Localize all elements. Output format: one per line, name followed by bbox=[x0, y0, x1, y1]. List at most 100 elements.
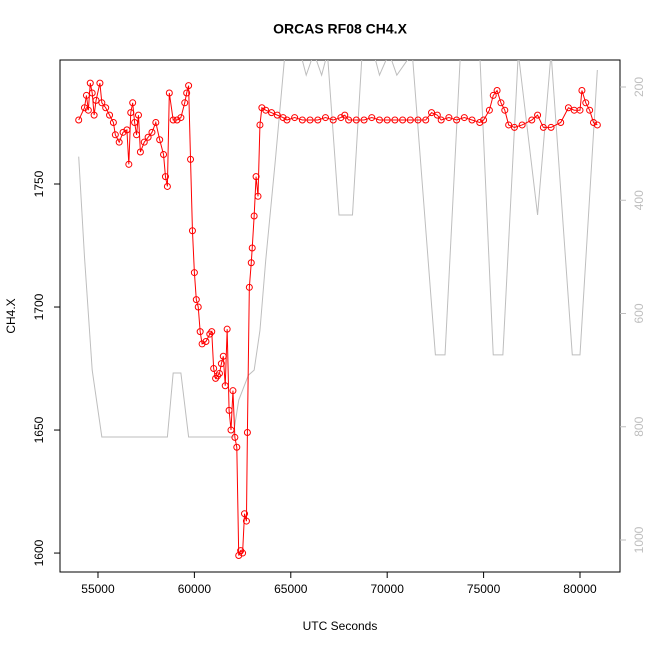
data-point bbox=[291, 114, 299, 122]
data-point bbox=[136, 148, 144, 156]
data-point bbox=[98, 99, 106, 107]
data-point bbox=[468, 116, 476, 124]
data-point bbox=[181, 99, 189, 107]
data-point bbox=[169, 116, 177, 124]
data-point bbox=[229, 387, 237, 395]
chart-title: ORCAS RF08 CH4.X bbox=[273, 21, 407, 37]
data-point bbox=[557, 118, 565, 126]
data-point bbox=[534, 111, 542, 119]
data-point bbox=[528, 116, 536, 124]
data-point bbox=[133, 131, 141, 139]
data-point bbox=[414, 116, 422, 124]
data-point bbox=[96, 79, 104, 87]
data-point bbox=[127, 109, 135, 117]
data-point bbox=[254, 192, 262, 200]
data-point bbox=[273, 111, 281, 119]
series-line bbox=[78, 60, 598, 438]
data-point bbox=[493, 87, 501, 95]
data-point bbox=[183, 89, 191, 97]
data-point bbox=[196, 328, 204, 336]
data-point bbox=[185, 82, 193, 90]
data-point bbox=[161, 173, 169, 181]
y-tick-label: 1600 bbox=[32, 539, 46, 566]
y2-tick-label: 600 bbox=[632, 303, 646, 323]
plot-area bbox=[75, 60, 601, 560]
data-point bbox=[268, 109, 276, 117]
data-point bbox=[375, 116, 383, 124]
data-point bbox=[399, 116, 407, 124]
data-point bbox=[576, 106, 584, 114]
data-point bbox=[194, 303, 202, 311]
plot-box bbox=[59, 59, 621, 573]
data-point bbox=[593, 121, 601, 129]
data-point bbox=[215, 369, 223, 377]
data-point bbox=[140, 138, 148, 146]
data-point bbox=[102, 104, 110, 112]
data-point bbox=[84, 106, 92, 114]
data-point bbox=[539, 123, 547, 131]
data-point bbox=[163, 182, 171, 190]
data-point bbox=[453, 116, 461, 124]
data-point bbox=[433, 111, 441, 119]
data-point bbox=[247, 259, 255, 267]
data-point bbox=[578, 87, 586, 95]
data-point bbox=[245, 283, 253, 291]
data-point bbox=[505, 121, 513, 129]
data-point bbox=[248, 244, 256, 252]
data-point bbox=[262, 106, 270, 114]
data-point bbox=[256, 121, 264, 129]
data-point bbox=[445, 114, 453, 122]
data-point bbox=[86, 79, 94, 87]
data-point bbox=[243, 428, 251, 436]
data-point bbox=[329, 116, 337, 124]
data-point bbox=[547, 123, 555, 131]
data-point bbox=[134, 111, 142, 119]
data-point bbox=[152, 118, 160, 126]
data-point bbox=[165, 89, 173, 97]
data-point bbox=[250, 212, 258, 220]
data-point bbox=[111, 131, 119, 139]
data-point bbox=[231, 433, 239, 441]
data-point bbox=[241, 510, 249, 518]
data-point bbox=[518, 121, 526, 129]
x-tick-label: 55000 bbox=[81, 582, 115, 596]
data-point bbox=[156, 136, 164, 144]
data-point bbox=[422, 116, 430, 124]
data-point bbox=[227, 426, 235, 434]
data-point bbox=[437, 116, 445, 124]
data-point bbox=[345, 116, 353, 124]
data-point bbox=[321, 114, 329, 122]
y-tick-label: 1750 bbox=[32, 170, 46, 197]
data-point bbox=[428, 109, 436, 117]
data-point bbox=[125, 160, 133, 168]
data-point bbox=[497, 99, 505, 107]
data-point bbox=[352, 116, 360, 124]
data-point bbox=[383, 116, 391, 124]
data-point bbox=[221, 382, 229, 390]
data-point bbox=[391, 116, 399, 124]
x-tick-label: 80000 bbox=[563, 582, 597, 596]
data-point bbox=[283, 116, 291, 124]
x-tick-label: 65000 bbox=[274, 582, 308, 596]
data-point bbox=[202, 337, 210, 345]
data-point bbox=[177, 114, 185, 122]
data-point bbox=[223, 325, 231, 333]
data-point bbox=[586, 106, 594, 114]
data-point bbox=[106, 111, 114, 119]
series-line bbox=[78, 83, 598, 556]
data-point bbox=[217, 360, 225, 368]
data-point bbox=[242, 517, 250, 525]
data-point bbox=[252, 173, 260, 181]
data-point bbox=[90, 111, 98, 119]
data-point bbox=[187, 155, 195, 163]
y-tick-label: 1650 bbox=[32, 416, 46, 443]
data-point bbox=[489, 91, 497, 99]
data-point bbox=[188, 227, 196, 235]
data-point bbox=[190, 269, 198, 277]
data-point bbox=[219, 352, 227, 360]
y2-tick-label: 400 bbox=[632, 190, 646, 210]
x-tick-label: 75000 bbox=[467, 582, 501, 596]
data-point bbox=[368, 114, 376, 122]
data-point bbox=[129, 99, 137, 107]
